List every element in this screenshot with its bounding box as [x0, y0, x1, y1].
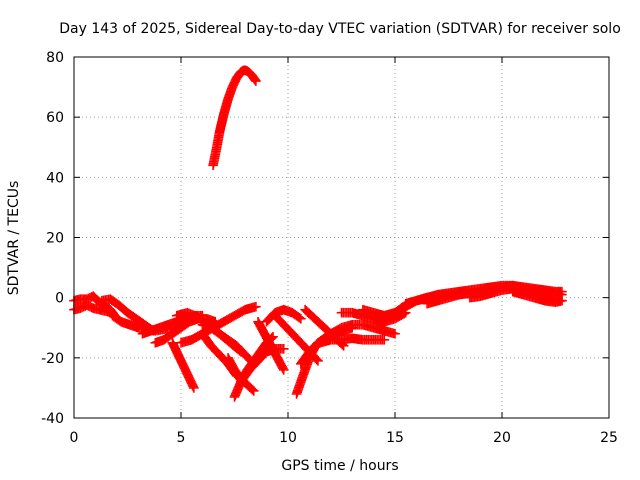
x-tick-label: 5: [177, 430, 186, 446]
x-tick-label: 0: [70, 430, 79, 446]
data-point: [248, 386, 259, 396]
y-tick-label: 60: [46, 110, 64, 126]
y-tick-label: -40: [41, 411, 64, 427]
y-tick-label: 0: [55, 291, 64, 307]
data-point: [251, 76, 261, 86]
data-point: [294, 312, 305, 323]
data-point: [313, 356, 323, 366]
data-point: [278, 365, 289, 375]
data-point: [390, 328, 400, 339]
grid-lines: [74, 57, 609, 418]
data-point: [278, 344, 289, 354]
series-arc-16: [253, 316, 289, 375]
data-point: [311, 354, 322, 365]
chart-title: Day 143 of 2025, Sidereal Day-to-day VTE…: [59, 21, 621, 37]
tick-labels: 0 5 10 15 20 25 -40 -20 0 20 40 60 80: [41, 50, 618, 446]
y-axis-label: SDTVAR / TECUs: [6, 181, 22, 296]
data-point: [278, 363, 288, 374]
x-tick-label: 10: [279, 430, 297, 446]
data-point: [251, 301, 261, 312]
series-arc-30: [507, 286, 567, 307]
x-axis-label: GPS time / hours: [281, 458, 398, 474]
plot-area: [69, 65, 567, 402]
series-arc-18: [270, 310, 323, 366]
data-point: [247, 384, 258, 395]
y-tick-label: 40: [46, 170, 64, 186]
y-tick-label: 80: [46, 50, 64, 66]
x-tick-label: 15: [386, 430, 404, 446]
y-tick-label: 20: [46, 231, 64, 247]
data-point: [379, 334, 390, 345]
series-arc-7: [167, 337, 199, 393]
plot-frame: [73, 56, 610, 419]
series-arc-22: [315, 333, 390, 348]
data-point: [189, 383, 199, 393]
y-tick-label: -20: [41, 351, 64, 367]
x-tick-label: 25: [600, 430, 618, 446]
series-arc-23: [325, 319, 400, 339]
data-point: [557, 295, 567, 306]
data-point: [296, 313, 306, 324]
series-arc-12: [208, 65, 261, 171]
x-tick-label: 20: [493, 430, 511, 446]
